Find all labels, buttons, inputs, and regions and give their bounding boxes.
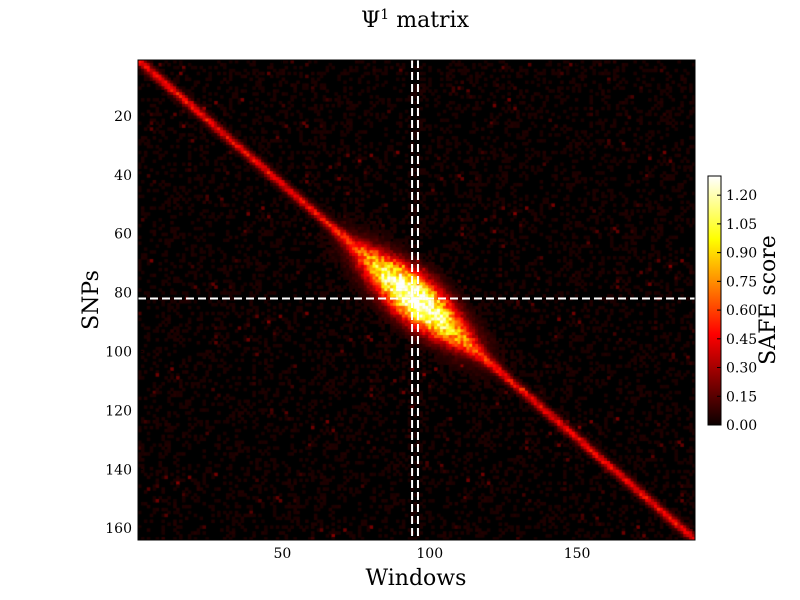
- y-tick-label: 100: [105, 345, 132, 361]
- x-tick-label: 150: [564, 546, 591, 562]
- title-base: Ψ: [361, 8, 380, 33]
- colorbar-tick-label: 0.60: [726, 303, 757, 319]
- colorbar-label: SAFE score: [756, 235, 781, 365]
- y-tick-label: 140: [105, 462, 132, 478]
- x-axis-ticks: 50 100 150: [273, 60, 590, 562]
- colorbar: 0.00 0.15 0.30 0.45 0.60 0.75 0.90 1.05 1.20 SAF…: [707, 175, 781, 434]
- colorbar-tick-label: 0.45: [726, 332, 757, 348]
- chart-title: Ψ1 matrix: [361, 7, 470, 33]
- colorbar-tick-label: 0.15: [726, 389, 757, 405]
- y-tick-label: 160: [105, 521, 132, 537]
- y-tick-label: 60: [114, 227, 132, 243]
- colorbar-tick-label: 0.30: [726, 361, 757, 377]
- y-axis-label: SNPs: [79, 270, 104, 330]
- colorbar-tick-label: 0.90: [726, 246, 757, 262]
- colorbar-ticks: 0.00 0.15 0.30 0.45 0.60 0.75 0.90 1.05 1.20: [717, 188, 757, 434]
- heatmap-plot-area: [137, 59, 696, 541]
- heatmap-canvas: [138, 60, 695, 540]
- y-tick-label: 20: [114, 109, 132, 125]
- colorbar-tick-label: 1.20: [726, 188, 757, 204]
- y-tick-label: 40: [114, 168, 132, 184]
- marker-lines: [138, 60, 695, 540]
- x-axis-label: Windows: [366, 566, 467, 591]
- colorbar-gradient: [707, 175, 722, 426]
- y-tick-label: 120: [105, 403, 132, 419]
- colorbar-tick-label: 0.00: [726, 418, 757, 434]
- x-tick-label: 100: [416, 546, 443, 562]
- colorbar-tick-label: 0.75: [726, 274, 757, 290]
- x-tick-label: 50: [273, 546, 291, 562]
- plot-frame: [137, 59, 696, 541]
- title-rest: matrix: [389, 8, 469, 33]
- title-superscript: 1: [380, 7, 389, 23]
- y-tick-label: 80: [114, 286, 132, 302]
- heatmap-raster: [138, 60, 695, 540]
- colorbar-tick-label: 1.05: [726, 217, 757, 233]
- y-axis-ticks: 20 40 60 80 100 120 140 160: [105, 109, 695, 537]
